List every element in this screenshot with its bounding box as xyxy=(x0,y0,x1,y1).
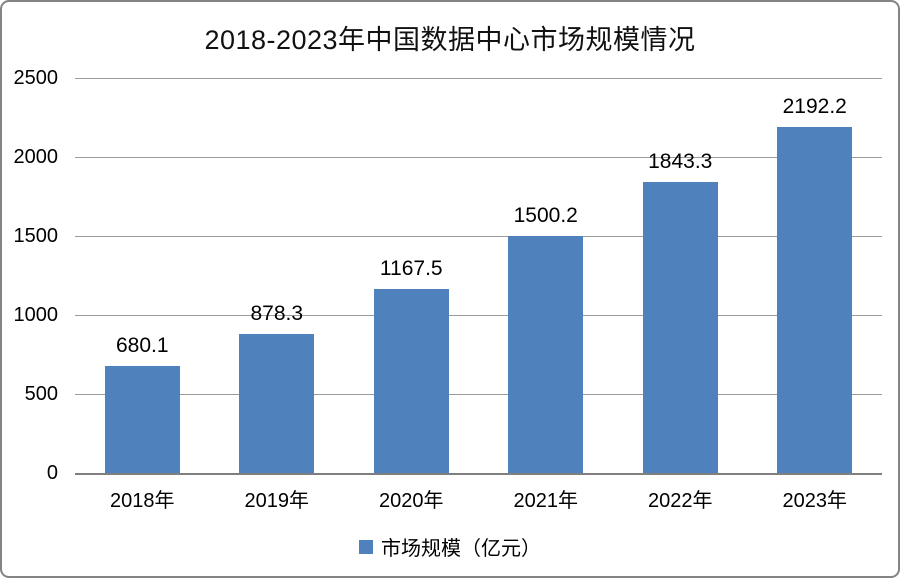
chart-title: 2018-2023年中国数据中心市场规模情况 xyxy=(204,25,696,55)
x-tick-label: 2022年 xyxy=(648,490,713,512)
gridline xyxy=(75,394,882,395)
bar-value-label: 680.1 xyxy=(115,333,169,357)
bar-2021年 xyxy=(508,235,584,473)
y-tick-label: 2000 xyxy=(13,146,59,168)
bar-value-label: 1500.2 xyxy=(513,203,578,227)
x-tick-label: 2021年 xyxy=(513,490,579,512)
x-tick-label: 2018年 xyxy=(110,490,175,512)
x-axis-line xyxy=(75,473,882,475)
gridline xyxy=(75,78,882,79)
bar-2020年 xyxy=(373,288,449,473)
plot-area: 680.1 878.3 1167.5 1500.2 1843.3 2192.2 xyxy=(75,78,882,475)
legend: 市场规模（亿元） xyxy=(2,532,898,561)
bar-2019年 xyxy=(239,334,315,473)
legend-swatch-icon xyxy=(359,539,373,554)
bar-value-label: 878.3 xyxy=(250,302,304,326)
y-tick-label: 0 xyxy=(46,462,58,484)
y-tick-label: 2500 xyxy=(13,67,59,89)
x-tick-label: 2020年 xyxy=(379,490,444,512)
gridline xyxy=(75,315,882,316)
x-tick-label: 2019年 xyxy=(244,490,310,512)
bar-value-label: 2192.2 xyxy=(782,94,847,118)
y-tick-label: 1000 xyxy=(13,304,59,326)
y-tick-label: 500 xyxy=(24,383,58,405)
bar-2018年 xyxy=(104,365,180,473)
gridline xyxy=(75,157,882,158)
legend-label: 市场规模（亿元） xyxy=(381,538,541,560)
x-tick-label: 2023年 xyxy=(782,490,848,512)
bar-2022年 xyxy=(642,181,718,473)
x-axis: 2018年 2019年 2020年 2021年 2022年 2023年 xyxy=(75,484,882,512)
bar-value-label: 1167.5 xyxy=(379,256,443,280)
gridline xyxy=(75,236,882,237)
y-tick-label: 1500 xyxy=(13,225,59,247)
y-axis: 0 500 1000 1500 2000 2500 xyxy=(2,2,66,576)
bar-value-label: 1843.3 xyxy=(648,149,713,173)
bar-2023年 xyxy=(777,126,853,473)
